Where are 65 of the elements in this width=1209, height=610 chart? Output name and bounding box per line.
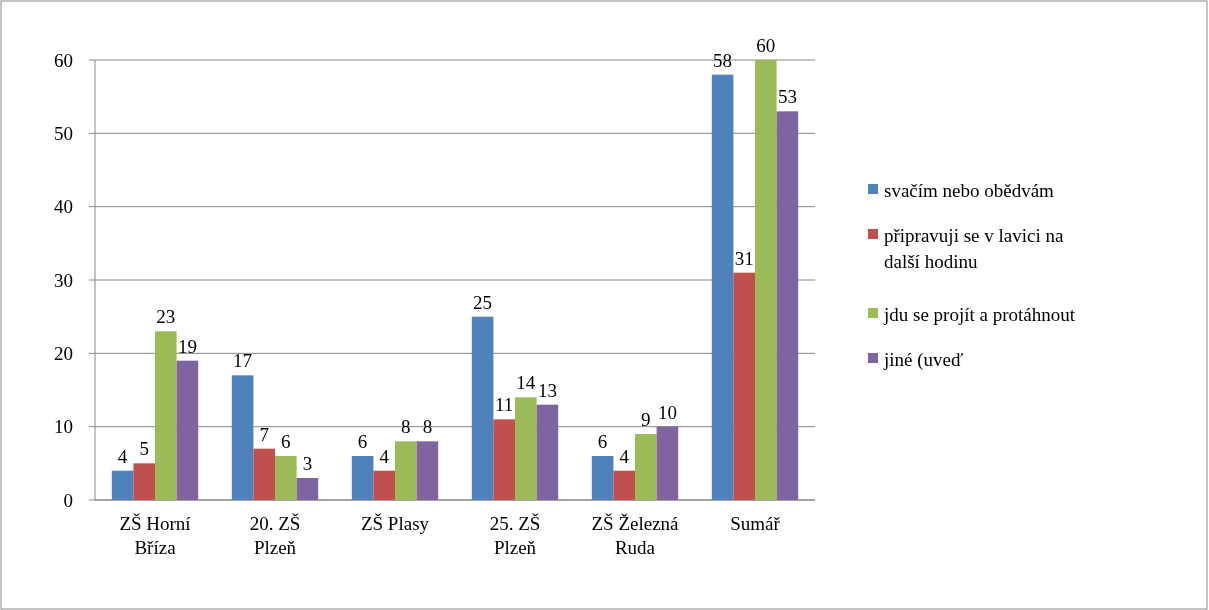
y-tick-label: 50 bbox=[54, 122, 73, 144]
bar bbox=[635, 434, 657, 500]
bar bbox=[296, 478, 319, 500]
data-label: 13 bbox=[537, 379, 557, 401]
x-tick-label: ZŠ Železná Ruda bbox=[591, 513, 680, 558]
bar bbox=[591, 456, 614, 500]
data-label: 4 bbox=[379, 445, 390, 467]
data-label: 4 bbox=[117, 445, 128, 467]
legend-label: jiné (uveď bbox=[883, 348, 964, 371]
data-label: 6 bbox=[281, 431, 291, 452]
x-tick-label: 20. ZŠ Plzeň bbox=[249, 513, 301, 558]
bar bbox=[111, 470, 134, 500]
data-label: 4 bbox=[619, 445, 630, 467]
data-label: 6 bbox=[597, 431, 608, 452]
bar bbox=[471, 316, 494, 500]
data-label: 8 bbox=[422, 416, 433, 438]
bar bbox=[776, 111, 799, 500]
bar bbox=[133, 463, 155, 500]
data-label: 11 bbox=[495, 394, 514, 416]
y-tick-label: 30 bbox=[54, 269, 73, 291]
bar bbox=[536, 404, 559, 500]
legend-label: jdu se projít a protáhnout bbox=[883, 303, 1076, 325]
data-label: 5 bbox=[139, 438, 149, 460]
legend-label: připravuji se v lavici na další hodinu bbox=[884, 224, 1064, 272]
bar bbox=[155, 331, 177, 500]
bar bbox=[656, 426, 679, 500]
bar bbox=[253, 448, 275, 500]
bar bbox=[613, 470, 635, 500]
x-tick-label: Sumář bbox=[730, 513, 781, 534]
data-label: 14 bbox=[516, 372, 536, 394]
data-label: 10 bbox=[657, 401, 677, 423]
data-label: 17 bbox=[233, 350, 253, 372]
bar bbox=[176, 360, 199, 500]
bar bbox=[493, 419, 515, 500]
legend-label: svačím nebo obědvám bbox=[884, 179, 1055, 201]
data-label: 7 bbox=[259, 423, 269, 445]
y-tick-label: 40 bbox=[54, 196, 73, 218]
x-tick-label: ZŠ Plasy bbox=[360, 513, 430, 534]
data-label: 9 bbox=[641, 409, 651, 430]
bar bbox=[416, 441, 439, 500]
y-tick-label: 60 bbox=[54, 49, 73, 71]
data-label: 58 bbox=[713, 49, 733, 71]
bar bbox=[711, 74, 734, 500]
data-label: 19 bbox=[177, 335, 197, 357]
data-label: 25 bbox=[473, 291, 493, 313]
data-label: 6 bbox=[357, 431, 368, 452]
y-tick-label: 0 bbox=[63, 489, 73, 511]
data-label: 8 bbox=[401, 416, 411, 438]
data-label: 53 bbox=[777, 86, 797, 108]
x-tick-label: ZŠ Horní Bříza bbox=[119, 513, 192, 558]
bar bbox=[755, 60, 777, 500]
y-tick-label: 20 bbox=[54, 342, 73, 364]
data-label: 31 bbox=[734, 247, 754, 269]
bar bbox=[515, 397, 537, 500]
data-label: 23 bbox=[156, 306, 176, 328]
x-tick-label: 25. ZŠ Plzeň bbox=[489, 513, 541, 558]
y-tick-label: 10 bbox=[54, 416, 73, 438]
bar bbox=[351, 456, 374, 500]
bar bbox=[275, 456, 297, 500]
data-label: 3 bbox=[302, 453, 313, 474]
bar bbox=[395, 441, 417, 500]
data-label: 60 bbox=[756, 35, 776, 56]
bar bbox=[231, 375, 254, 500]
bar bbox=[733, 272, 755, 500]
bar bbox=[373, 470, 395, 500]
